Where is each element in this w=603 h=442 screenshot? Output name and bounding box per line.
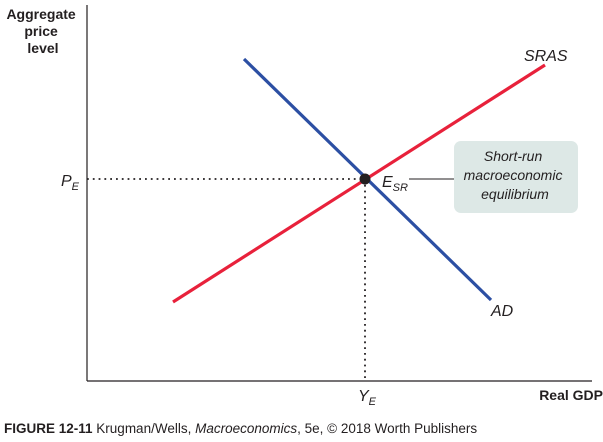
y-axis-title: Aggregate price level [6,6,79,56]
caption-publisher: , 5e, © 2018 Worth Publishers [297,421,478,436]
ad-label: AD [490,303,514,320]
y-axis-title-line-2: price [24,23,58,39]
output-label-sub: E [369,396,377,408]
callout-line-2: macroeconomic [464,167,563,183]
callout-text: Short-run macroeconomic equilibrium [464,148,567,202]
price-label-sub: E [72,181,80,193]
price-label-main: P [61,173,72,190]
figure-number: FIGURE 12-11 [4,421,93,436]
output-label-main: Y [358,388,370,405]
callout-box [454,141,578,213]
y-axis-title-line-1: Aggregate [6,6,75,22]
callout-line-1: Short-run [484,148,543,164]
output-equilibrium-label: YE [358,388,377,408]
equilibrium-label-sub: SR [393,182,408,194]
equilibrium-label-main: E [382,174,393,191]
equilibrium-point-label: ESR [382,174,408,194]
price-equilibrium-label: PE [61,173,80,193]
sras-label: SRAS [524,48,568,65]
caption-book-title: Macroeconomics [195,421,298,436]
sras-curve [172,63,546,304]
callout-line-3: equilibrium [481,186,549,202]
figure-caption: FIGURE 12-11 Krugman/Wells, Macroeconomi… [4,421,477,436]
x-axis-title: Real GDP [539,387,603,403]
y-axis-title-line-3: level [27,40,58,56]
equilibrium-point [359,173,371,185]
caption-authors: Krugman/Wells, [92,421,196,436]
